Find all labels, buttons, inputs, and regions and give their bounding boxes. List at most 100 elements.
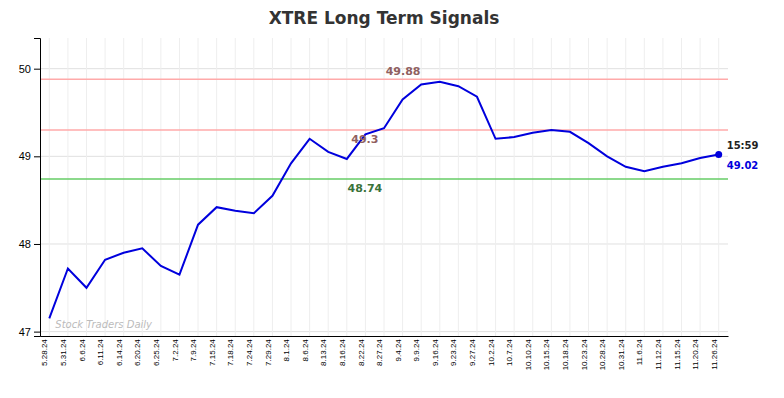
grid-line xyxy=(49,38,50,336)
grid-line xyxy=(644,38,645,336)
x-tick-label: 6.20.24 xyxy=(133,339,142,366)
x-tick: 6.20.24 xyxy=(133,336,142,366)
grid-line xyxy=(700,38,701,336)
y-axis: 47 48 49 50 xyxy=(19,39,41,338)
y-tick: 49 xyxy=(19,150,40,162)
x-tick-label: 10.31.24 xyxy=(617,339,626,371)
grid-line xyxy=(198,38,199,336)
x-tick-label: 10.2.24 xyxy=(487,339,496,366)
labels: 49.8849.348.7415:5949.02Stock Traders Da… xyxy=(55,65,758,330)
y-tick: 47 xyxy=(19,326,40,338)
x-tick: 9.23.24 xyxy=(449,336,458,366)
x-tick-label: 7.15.24 xyxy=(208,339,217,366)
x-tick-label: 9.16.24 xyxy=(431,339,440,366)
grid-line xyxy=(309,38,310,336)
annotation: 15:59 xyxy=(727,140,759,151)
grid-line xyxy=(86,38,87,336)
x-tick-label: 10.10.24 xyxy=(524,339,533,371)
x-tick: 8.27.24 xyxy=(375,336,384,366)
x-tick-label: 11.20.24 xyxy=(691,339,700,370)
end-point xyxy=(715,151,722,158)
x-tick-label: 7.2.24 xyxy=(171,339,180,362)
grid-line xyxy=(384,38,385,336)
x-tick-label: 8.13.24 xyxy=(319,339,328,366)
grid-line xyxy=(551,38,552,336)
x-tick: 8.1.24 xyxy=(282,336,291,361)
grid-line xyxy=(67,38,68,336)
x-tick: 7.15.24 xyxy=(208,336,217,366)
x-tick-label: 11.15.24 xyxy=(673,339,682,370)
y-tick-label: 50 xyxy=(19,63,31,75)
x-tick-label: 10.7.24 xyxy=(505,339,514,366)
x-tick: 5.31.24 xyxy=(59,336,68,366)
grid-line xyxy=(291,38,292,336)
grid-line xyxy=(718,38,719,336)
grid-line xyxy=(253,38,254,336)
grid-line xyxy=(235,38,236,336)
x-tick: 10.31.24 xyxy=(617,336,626,370)
x-tick: 11.15.24 xyxy=(673,336,682,370)
x-tick-label: 7.18.24 xyxy=(226,339,235,366)
grid-line xyxy=(514,38,515,336)
y-tick-mark xyxy=(34,244,40,245)
grid-line xyxy=(476,38,477,336)
x-tick-label: 8.22.24 xyxy=(357,339,366,366)
x-tick-label: 7.9.24 xyxy=(189,339,198,362)
x-tick: 11.12.24 xyxy=(654,336,663,370)
plot: 5.28.24 5.31.24 6.6.24 6.11.24 6.14.24 6.20.2… xyxy=(19,38,759,370)
grid-line xyxy=(625,38,626,336)
y-tick-mark xyxy=(34,69,40,70)
x-tick: 10.23.24 xyxy=(580,336,589,370)
x-tick-label: 9.4.24 xyxy=(394,339,403,362)
x-tick-label: 6.14.24 xyxy=(115,339,124,366)
x-tick-label: 5.28.24 xyxy=(40,339,49,366)
x-tick: 7.18.24 xyxy=(226,336,235,366)
x-tick-label: 9.9.24 xyxy=(412,339,421,362)
grid-line xyxy=(569,38,570,336)
x-tick: 8.22.24 xyxy=(357,336,366,366)
x-tick-label: 10.28.24 xyxy=(598,339,607,371)
grid-line xyxy=(588,38,589,336)
x-tick: 9.16.24 xyxy=(431,336,440,366)
grid-line xyxy=(532,38,533,336)
y-tick-label: 49 xyxy=(19,150,31,162)
x-tick: 11.20.24 xyxy=(691,336,700,370)
annotation: Stock Traders Daily xyxy=(55,319,153,330)
x-tick-label: 11.6.24 xyxy=(635,339,644,366)
x-tick: 7.24.24 xyxy=(245,336,254,366)
x-tick: 5.28.24 xyxy=(40,336,49,366)
reference-label: 48.74 xyxy=(347,182,382,195)
x-tick: 7.9.24 xyxy=(189,336,198,361)
x-tick: 6.14.24 xyxy=(115,336,124,366)
x-tick-label: 6.25.24 xyxy=(152,339,161,366)
grid-line xyxy=(272,38,273,336)
x-tick-label: 5.31.24 xyxy=(59,339,68,366)
x-tick: 6.11.24 xyxy=(96,336,105,365)
reference-label: 49.88 xyxy=(386,65,421,78)
x-tick: 9.9.24 xyxy=(412,336,421,361)
grid-line xyxy=(495,38,496,336)
x-tick-label: 6.6.24 xyxy=(78,339,87,362)
y-tick: 50 xyxy=(19,63,40,75)
grid-line xyxy=(607,38,608,336)
x-tick: 10.15.24 xyxy=(542,336,551,370)
grid xyxy=(40,38,728,336)
x-tick-label: 8.1.24 xyxy=(282,339,291,362)
title: XTRE Long Term Signals xyxy=(269,8,500,28)
grid-line xyxy=(402,38,403,336)
y-tick-mark xyxy=(34,332,40,333)
x-tick-label: 10.15.24 xyxy=(542,339,551,371)
x-tick-label: 7.24.24 xyxy=(245,339,254,366)
grid-line xyxy=(142,38,143,336)
x-tick-label: 11.12.24 xyxy=(654,339,663,370)
x-tick: 6.6.24 xyxy=(78,336,87,361)
y-tick-mark xyxy=(34,156,40,157)
grid-line xyxy=(123,38,124,336)
grid-line xyxy=(105,38,106,336)
x-tick: 10.10.24 xyxy=(524,336,533,370)
grid-line xyxy=(662,38,663,336)
x-axis-line xyxy=(41,336,729,337)
marks xyxy=(40,79,728,318)
y-tick-label: 48 xyxy=(19,238,31,250)
x-tick: 8.13.24 xyxy=(319,336,328,366)
